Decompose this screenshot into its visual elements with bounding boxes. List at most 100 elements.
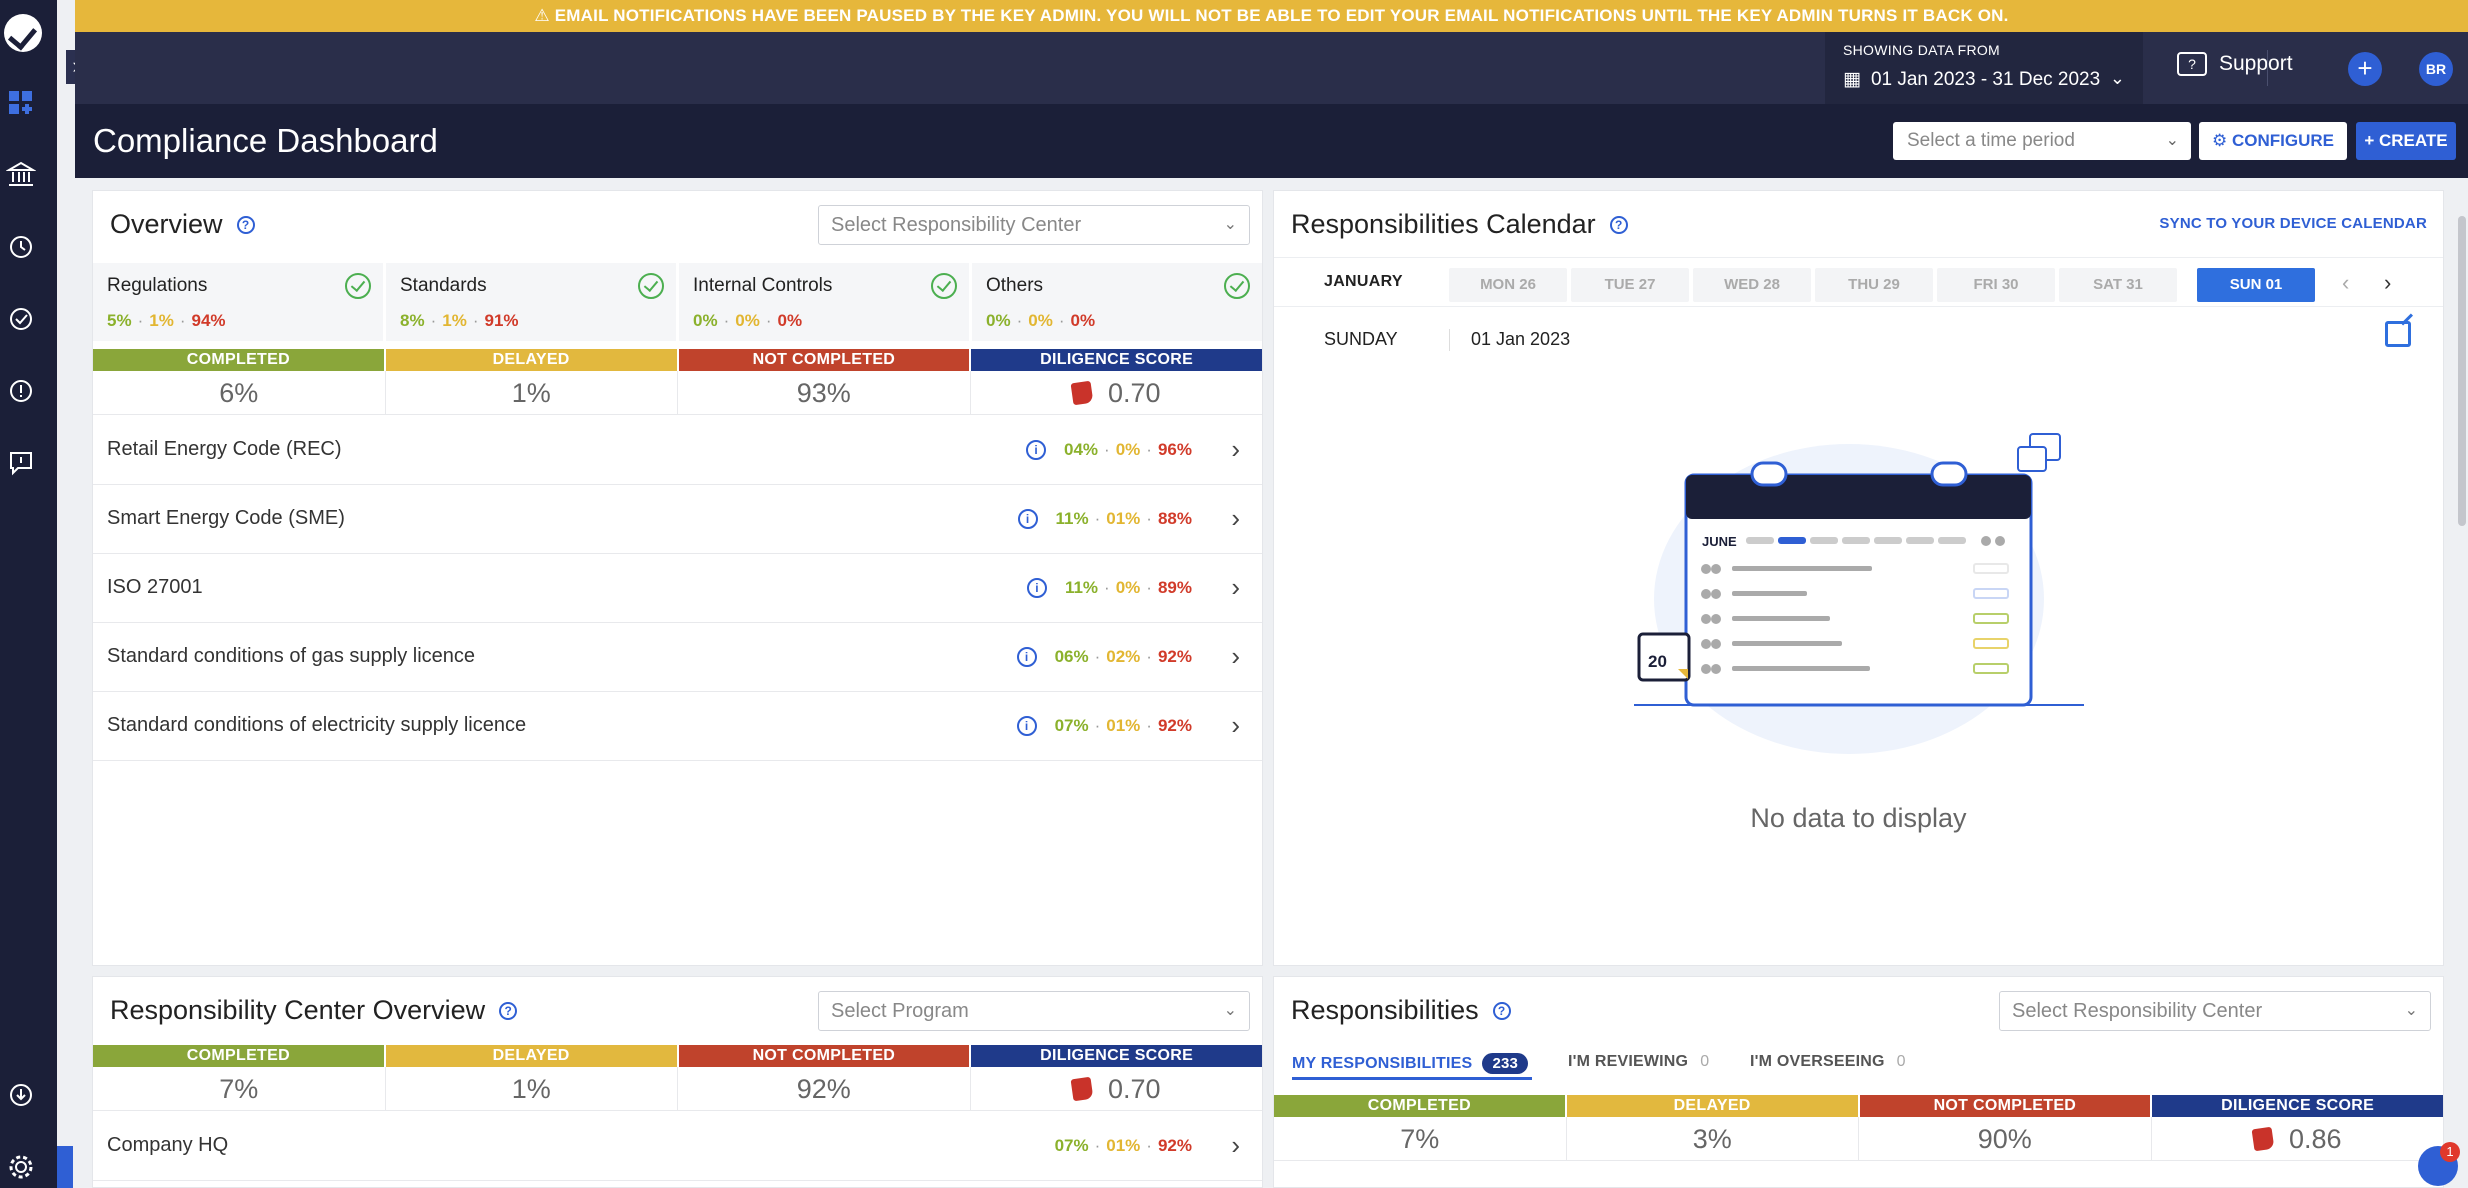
thumbs-down-icon [1070, 1076, 1094, 1102]
program-name: Standard conditions of electricity suppl… [107, 714, 527, 736]
tab-my-responsibilities[interactable]: MY RESPONSIBILITIES 233 [1292, 1053, 1529, 1074]
diligence-score-header: DILIGENCE SCORE [971, 1045, 1262, 1067]
chevron-down-icon: ⌄ [2404, 1002, 2418, 1019]
gear-icon: ⚙ [2212, 131, 2228, 150]
help-icon[interactable]: ? [1492, 1001, 1511, 1020]
not-completed-header: NOT COMPLETED [678, 1045, 970, 1067]
support-label: Support [2219, 52, 2293, 75]
delayed-pct: 1% [149, 311, 174, 330]
list-item[interactable]: Smart Energy Code (SME) i 11% · 01% · 88% › [93, 485, 1262, 554]
info-icon[interactable]: i [1016, 716, 1037, 736]
time-period-select[interactable]: Select a time period ⌄ [1893, 122, 2191, 160]
check-circle-icon [638, 273, 664, 299]
page-scrollbar[interactable] [2458, 216, 2466, 526]
notification-banner: ⚠ EMAIL NOTIFICATIONS HAVE BEEN PAUSED B… [75, 0, 2468, 32]
delayed-value: 1% [386, 1067, 678, 1110]
category-others[interactable]: Others 0% · 0% · 0% [972, 263, 1262, 341]
info-icon[interactable]: i [1017, 509, 1038, 529]
category-summary: Regulations 5% · 1% · 94% Standards 8% · 1% · 91… [93, 263, 1262, 341]
list-item[interactable]: Company HQ 07% · 01% · 92% › [93, 1112, 1262, 1181]
chevron-right-icon[interactable]: › [1231, 641, 1240, 671]
list-item[interactable]: Standard conditions of electricity suppl… [93, 692, 1262, 761]
help-icon[interactable]: ? [236, 215, 255, 234]
help-icon[interactable]: ? [1609, 215, 1628, 234]
day-mon-26[interactable]: MON 26 [1449, 268, 1567, 302]
rc-overview-title: Responsibility Center Overview? [110, 995, 518, 1026]
program-name: Standard conditions of gas supply licenc… [107, 645, 476, 667]
completed-pct: 04% [1064, 440, 1099, 459]
responsibility-center-select[interactable]: Select Responsibility Center ⌄ [818, 205, 1250, 245]
check-circle-icon[interactable] [6, 304, 36, 334]
list-item[interactable]: Retail Energy Code (REC) i 04% · 0% · 96% › [93, 416, 1262, 485]
configure-button[interactable]: ⚙ CONFIGURE [2199, 122, 2347, 160]
alert-icon[interactable] [6, 376, 36, 406]
help-icon[interactable]: ? [499, 1001, 518, 1020]
create-button[interactable]: + CREATE [2356, 122, 2456, 160]
completed-pct: 11% [1055, 509, 1089, 528]
status-values: 6% 1% 93% 0.70 [93, 371, 1262, 415]
dashboard-icon[interactable] [6, 88, 36, 118]
select-placeholder: Select Responsibility Center [2012, 1000, 2263, 1022]
download-icon[interactable] [6, 1080, 36, 1110]
category-name: Others [986, 275, 1044, 296]
overview-title: Overview? [110, 209, 255, 240]
chat-widget-button[interactable]: 1 [2418, 1142, 2460, 1186]
avatar[interactable]: BR [2419, 52, 2453, 86]
chevron-right-icon[interactable]: › [1231, 434, 1240, 464]
info-icon[interactable]: i [1026, 440, 1047, 460]
not-completed-pct: 88% [1157, 509, 1192, 528]
feedback-icon[interactable] [6, 448, 36, 478]
completed-pct: 0% [693, 311, 718, 330]
day-sat-31[interactable]: SAT 31 [2059, 268, 2177, 302]
active-tab-indicator [1292, 1077, 1532, 1080]
completed-value: 6% [93, 371, 386, 414]
delayed-pct: 02% [1106, 647, 1141, 666]
category-regulations[interactable]: Regulations 5% · 1% · 94% [93, 263, 383, 341]
chevron-right-icon[interactable]: › [1231, 1130, 1240, 1160]
time-period-placeholder: Select a time period [1907, 130, 2075, 151]
responsibilities-panel: Responsibilities? Select Responsibility … [1273, 976, 2444, 1188]
history-icon[interactable] [6, 232, 36, 262]
category-internal-controls[interactable]: Internal Controls 0% · 0% · 0% [679, 263, 969, 341]
list-item[interactable]: Standard conditions of gas supply licenc… [93, 623, 1262, 692]
external-link-icon[interactable] [2385, 321, 2411, 347]
chevron-right-icon[interactable]: › [2384, 270, 2392, 295]
completed-value: 7% [1274, 1117, 1567, 1160]
chevron-right-icon[interactable]: › [1231, 710, 1240, 740]
tab-im-reviewing[interactable]: I'M REVIEWING 0 [1568, 1053, 1710, 1070]
sync-calendar-link[interactable]: SYNC TO YOUR DEVICE CALENDAR [2159, 215, 2427, 232]
day-sun-01[interactable]: SUN 01 [2197, 268, 2315, 302]
chevron-down-icon: ⌄ [1223, 1002, 1237, 1019]
illustration-day-label: 20 [1648, 652, 1667, 671]
not-completed-pct: 91% [484, 311, 519, 330]
info-icon[interactable]: i [1016, 647, 1037, 667]
program-select[interactable]: Select Program ⌄ [818, 991, 1250, 1031]
chevron-left-icon[interactable]: ‹ [2342, 270, 2350, 295]
settings-icon[interactable] [6, 1152, 36, 1182]
status-header: COMPLETED DELAYED NOT COMPLETED DILIGENC… [1274, 1095, 2443, 1117]
responsibility-center-select[interactable]: Select Responsibility Center ⌄ [1999, 991, 2431, 1031]
title-bar: Compliance Dashboard Select a time perio… [75, 104, 2468, 178]
tab-im-overseeing[interactable]: I'M OVERSEEING 0 [1750, 1053, 1906, 1070]
list-item[interactable]: ISO 27001 i 11% · 0% · 89% › [93, 554, 1262, 623]
active-nav-indicator [57, 1146, 73, 1188]
date-range-picker[interactable]: SHOWING DATA FROM ▦ 01 Jan 2023 - 31 Dec… [1825, 32, 2143, 104]
program-name: ISO 27001 [107, 576, 203, 598]
logo-icon[interactable] [4, 14, 42, 52]
bank-icon[interactable] [5, 160, 37, 190]
day-thu-29[interactable]: THU 29 [1815, 268, 1933, 302]
day-strip: JANUARY MON 26 TUE 27 WED 28 THU 29 FRI … [1274, 257, 2443, 307]
category-standards[interactable]: Standards 8% · 1% · 91% [386, 263, 676, 341]
quick-add-button[interactable]: + [2348, 52, 2382, 86]
delayed-pct: 0% [1115, 578, 1141, 597]
thumbs-down-icon [1070, 380, 1094, 406]
chevron-down-icon: ⌄ [1223, 216, 1237, 233]
day-fri-30[interactable]: FRI 30 [1937, 268, 2055, 302]
chevron-right-icon[interactable]: › [1231, 503, 1240, 533]
support-button[interactable]: ? Support [2177, 52, 2293, 76]
support-icon: ? [2177, 52, 2207, 76]
chevron-right-icon[interactable]: › [1231, 572, 1240, 602]
info-icon[interactable]: i [1026, 578, 1047, 598]
day-wed-28[interactable]: WED 28 [1693, 268, 1811, 302]
day-tue-27[interactable]: TUE 27 [1571, 268, 1689, 302]
